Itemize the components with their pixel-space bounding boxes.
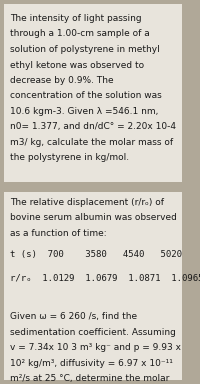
Text: bovine serum albumin was observed: bovine serum albumin was observed bbox=[10, 214, 177, 222]
Text: m²/s at 25 °C, determine the molar: m²/s at 25 °C, determine the molar bbox=[10, 374, 169, 384]
Text: sedimentation coefficient. Assuming: sedimentation coefficient. Assuming bbox=[10, 328, 176, 337]
Bar bbox=[4, 192, 182, 380]
Text: t (s)  700    3580   4540   5020: t (s) 700 3580 4540 5020 bbox=[10, 250, 182, 260]
Bar bbox=[4, 4, 182, 182]
Text: n0= 1.377, and dn/dC° = 2.20x 10-4: n0= 1.377, and dn/dC° = 2.20x 10-4 bbox=[10, 122, 176, 131]
Text: decrease by 0.9%. The: decrease by 0.9%. The bbox=[10, 76, 114, 85]
Text: Given ω = 6 260 /s, find the: Given ω = 6 260 /s, find the bbox=[10, 313, 137, 321]
Text: The relative displacement (r/rₒ) of: The relative displacement (r/rₒ) of bbox=[10, 198, 164, 207]
Text: solution of polystyrene in methyl: solution of polystyrene in methyl bbox=[10, 45, 160, 54]
Text: 10.6 kgm-3. Given λ =546.1 nm,: 10.6 kgm-3. Given λ =546.1 nm, bbox=[10, 107, 158, 116]
Text: 10² kg/m³, diffusivity = 6.97 x 10⁻¹¹: 10² kg/m³, diffusivity = 6.97 x 10⁻¹¹ bbox=[10, 359, 173, 368]
Text: as a function of time:: as a function of time: bbox=[10, 229, 107, 238]
Text: r/rₒ  1.0129  1.0679  1.0871  1.0965: r/rₒ 1.0129 1.0679 1.0871 1.0965 bbox=[10, 274, 200, 283]
Text: through a 1.00-cm sample of a: through a 1.00-cm sample of a bbox=[10, 30, 150, 38]
Text: ethyl ketone was observed to: ethyl ketone was observed to bbox=[10, 61, 144, 70]
Text: concentration of the solution was: concentration of the solution was bbox=[10, 91, 162, 101]
Text: m3/ kg, calculate the molar mass of: m3/ kg, calculate the molar mass of bbox=[10, 138, 173, 147]
Text: The intensity of light passing: The intensity of light passing bbox=[10, 14, 142, 23]
Text: the polystyrene in kg/mol.: the polystyrene in kg/mol. bbox=[10, 154, 129, 162]
Text: v = 7.34x 10 3 m³ kg⁻ and p = 9.93 x: v = 7.34x 10 3 m³ kg⁻ and p = 9.93 x bbox=[10, 344, 181, 353]
